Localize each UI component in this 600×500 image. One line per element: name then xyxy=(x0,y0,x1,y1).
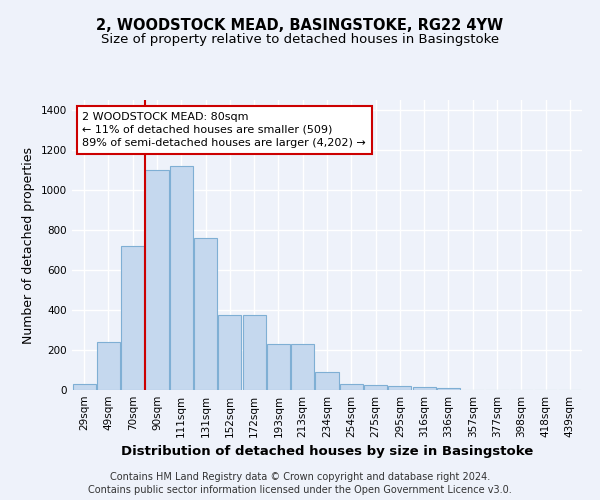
Bar xyxy=(170,166,193,390)
Text: 2 WOODSTOCK MEAD: 80sqm
← 11% of detached houses are smaller (509)
89% of semi-d: 2 WOODSTOCK MEAD: 80sqm ← 11% of detache… xyxy=(82,112,366,148)
X-axis label: Distribution of detached houses by size in Basingstoke: Distribution of detached houses by size … xyxy=(121,446,533,458)
Bar xyxy=(242,315,266,390)
Bar xyxy=(267,344,290,390)
Bar xyxy=(73,384,95,390)
Bar xyxy=(388,386,412,390)
Bar xyxy=(291,344,314,390)
Bar xyxy=(97,342,120,390)
Text: 2, WOODSTOCK MEAD, BASINGSTOKE, RG22 4YW: 2, WOODSTOCK MEAD, BASINGSTOKE, RG22 4YW xyxy=(97,18,503,32)
Bar xyxy=(121,246,144,390)
Bar xyxy=(413,387,436,390)
Bar xyxy=(437,388,460,390)
Bar xyxy=(194,238,217,390)
Y-axis label: Number of detached properties: Number of detached properties xyxy=(22,146,35,344)
Bar xyxy=(340,384,363,390)
Text: Size of property relative to detached houses in Basingstoke: Size of property relative to detached ho… xyxy=(101,32,499,46)
Bar xyxy=(364,385,387,390)
Bar xyxy=(316,372,338,390)
Bar xyxy=(218,315,241,390)
Text: Contains HM Land Registry data © Crown copyright and database right 2024.
Contai: Contains HM Land Registry data © Crown c… xyxy=(88,472,512,495)
Bar xyxy=(145,170,169,390)
